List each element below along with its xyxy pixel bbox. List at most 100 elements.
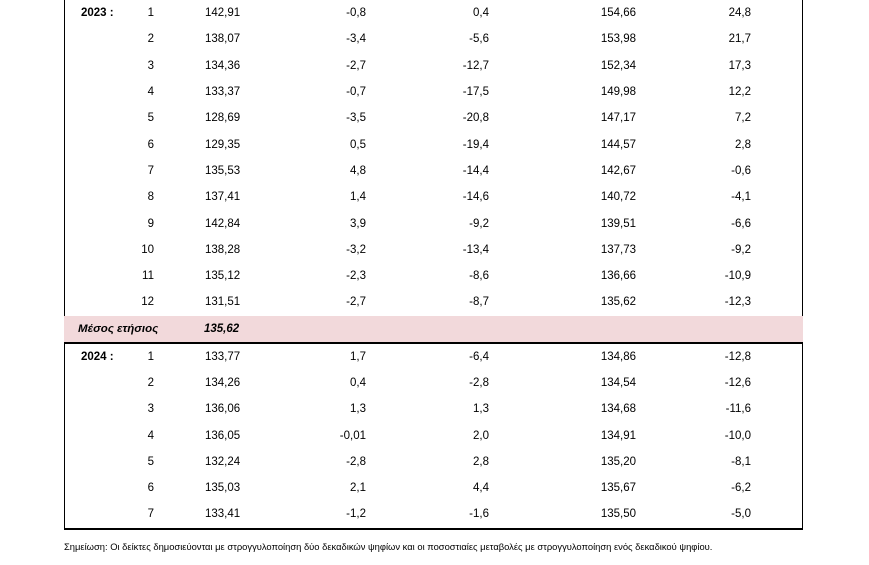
index-cell: 134,36 — [205, 59, 241, 72]
table-row: 8 137,41 1,4 -14,6 140,72 -4,1 — [65, 184, 802, 210]
twelve-month-average-change-cell: -4,1 — [731, 191, 751, 204]
twelve-month-average-change-cell: -12,3 — [724, 296, 751, 309]
month-cell: 1 — [147, 350, 154, 363]
annual-change-cell: -13,4 — [462, 243, 489, 256]
annual-change-cell: 4,4 — [473, 482, 489, 495]
twelve-month-average-cell: 140,72 — [600, 191, 636, 204]
twelve-month-average-cell: 135,67 — [600, 482, 636, 495]
month-cell: 6 — [147, 138, 154, 151]
month-cell: 2 — [147, 33, 154, 46]
index-cell: 142,91 — [205, 7, 241, 20]
twelve-month-average-cell: 136,66 — [600, 270, 636, 283]
annual-average-row: Μέσος ετήσιος 135,62 — [64, 315, 803, 342]
annual-average-label: Μέσος ετήσιος — [78, 322, 159, 335]
twelve-month-average-change-cell: 24,8 — [728, 7, 751, 20]
annual-change-cell: -8,6 — [469, 270, 489, 283]
month-cell: 10 — [141, 243, 154, 256]
monthly-change-cell: -0,8 — [346, 7, 366, 20]
table-row: 12 131,51 -2,7 -8,7 135,62 -12,3 — [65, 289, 802, 315]
twelve-month-average-change-cell: 21,7 — [728, 33, 751, 46]
annual-change-cell: -14,6 — [462, 191, 489, 204]
month-cell: 11 — [142, 270, 154, 283]
month-cell: 7 — [147, 508, 154, 521]
annual-change-cell: -12,7 — [462, 59, 489, 72]
annual-change-cell: 2,0 — [473, 429, 489, 442]
table-row: 2023 : 1 142,91 -0,8 0,4 154,66 24,8 — [65, 0, 802, 26]
annual-change-cell: -8,7 — [469, 296, 489, 309]
annual-change-cell: 1,3 — [473, 403, 489, 416]
annual-change-cell: -5,6 — [469, 33, 489, 46]
table-body-2023: 2023 : 1 142,91 -0,8 0,4 154,66 24,8 2 138,07 -3,… — [64, 0, 803, 316]
twelve-month-average-change-cell: -0,6 — [731, 164, 751, 177]
table-row: 11 135,12 -2,3 -8,6 136,66 -10,9 — [65, 263, 802, 289]
twelve-month-average-cell: 134,91 — [600, 429, 636, 442]
annual-change-cell: -19,4 — [462, 138, 489, 151]
monthly-change-cell: 1,4 — [350, 191, 366, 204]
twelve-month-average-cell: 149,98 — [600, 86, 636, 99]
month-cell: 8 — [147, 191, 154, 204]
annual-change-cell: -9,2 — [469, 217, 489, 230]
twelve-month-average-change-cell: -9,2 — [731, 243, 751, 256]
index-cell: 135,53 — [205, 164, 241, 177]
monthly-change-cell: -1,2 — [346, 508, 366, 521]
twelve-month-average-cell: 144,57 — [600, 138, 636, 151]
table-row: 3 134,36 -2,7 -12,7 152,34 17,3 — [65, 53, 802, 79]
twelve-month-average-cell: 134,68 — [600, 403, 636, 416]
index-cell: 133,41 — [205, 508, 241, 521]
year-label: 2024 : — [81, 350, 114, 363]
index-cell: 128,69 — [205, 112, 241, 125]
monthly-change-cell: 4,8 — [350, 164, 366, 177]
index-cell: 142,84 — [205, 217, 241, 230]
index-cell: 129,35 — [205, 138, 241, 151]
twelve-month-average-cell: 135,50 — [600, 508, 636, 521]
year-label: 2023 : — [81, 7, 114, 20]
twelve-month-average-cell: 154,66 — [600, 7, 636, 20]
index-cell: 133,77 — [205, 350, 241, 363]
twelve-month-average-cell: 152,34 — [600, 59, 636, 72]
annual-change-cell: -20,8 — [462, 112, 489, 125]
twelve-month-average-change-cell: -12,8 — [724, 350, 751, 363]
monthly-change-cell: -2,7 — [346, 59, 366, 72]
twelve-month-average-cell: 153,98 — [600, 33, 636, 46]
monthly-change-cell: 2,1 — [350, 482, 366, 495]
monthly-change-cell: -3,2 — [346, 243, 366, 256]
month-cell: 6 — [147, 482, 154, 495]
month-cell: 4 — [147, 429, 154, 442]
index-cell: 133,37 — [205, 86, 241, 99]
monthly-change-cell: 1,3 — [350, 403, 366, 416]
twelve-month-average-cell: 135,20 — [600, 455, 636, 468]
table-body-2024: 2024 : 1 133,77 1,7 -6,4 134,86 -12,8 2 134,26 0,… — [64, 341, 803, 530]
table-row: 5 132,24 -2,8 2,8 135,20 -8,1 — [65, 449, 802, 475]
table-row: 2024 : 1 133,77 1,7 -6,4 134,86 -12,8 — [65, 344, 802, 370]
twelve-month-average-change-cell: 12,2 — [728, 86, 751, 99]
month-cell: 3 — [147, 403, 154, 416]
annual-change-cell: -6,4 — [469, 350, 489, 363]
table-footnote: Σημείωση: Οι δείκτες δημοσιεύονται με στ… — [64, 541, 713, 552]
monthly-change-cell: 0,4 — [350, 377, 366, 389]
table-row: 6 135,03 2,1 4,4 135,67 -6,2 — [65, 475, 802, 501]
twelve-month-average-change-cell: 2,8 — [735, 138, 751, 151]
month-cell: 3 — [147, 59, 154, 72]
annual-change-cell: -17,5 — [462, 86, 489, 99]
twelve-month-average-change-cell: -6,2 — [731, 482, 751, 495]
index-cell: 135,03 — [205, 482, 241, 495]
monthly-change-cell: 3,9 — [350, 217, 366, 230]
twelve-month-average-change-cell: -10,0 — [724, 429, 751, 442]
month-cell: 4 — [147, 86, 154, 99]
table-row: 7 135,53 4,8 -14,4 142,67 -0,6 — [65, 158, 802, 184]
index-cell: 138,28 — [205, 243, 241, 256]
table-row: 3 136,06 1,3 1,3 134,68 -11,6 — [65, 396, 802, 422]
monthly-change-cell: -0,01 — [339, 429, 366, 442]
table-row: 9 142,84 3,9 -9,2 139,51 -6,6 — [65, 210, 802, 236]
twelve-month-average-change-cell: -5,0 — [731, 508, 751, 521]
table-row: 7 133,41 -1,2 -1,6 135,50 -5,0 — [65, 501, 802, 527]
twelve-month-average-cell: 147,17 — [600, 112, 636, 125]
month-cell: 5 — [147, 112, 154, 125]
table-row: 5 128,69 -3,5 -20,8 147,17 7,2 — [65, 105, 802, 131]
table-row: 4 133,37 -0,7 -17,5 149,98 12,2 — [65, 79, 802, 105]
month-cell: 7 — [147, 164, 154, 177]
monthly-change-cell: 1,7 — [350, 350, 366, 363]
table-row: 10 138,28 -3,2 -13,4 137,73 -9,2 — [65, 237, 802, 263]
index-cell: 132,24 — [205, 455, 241, 468]
month-cell: 2 — [147, 377, 154, 389]
